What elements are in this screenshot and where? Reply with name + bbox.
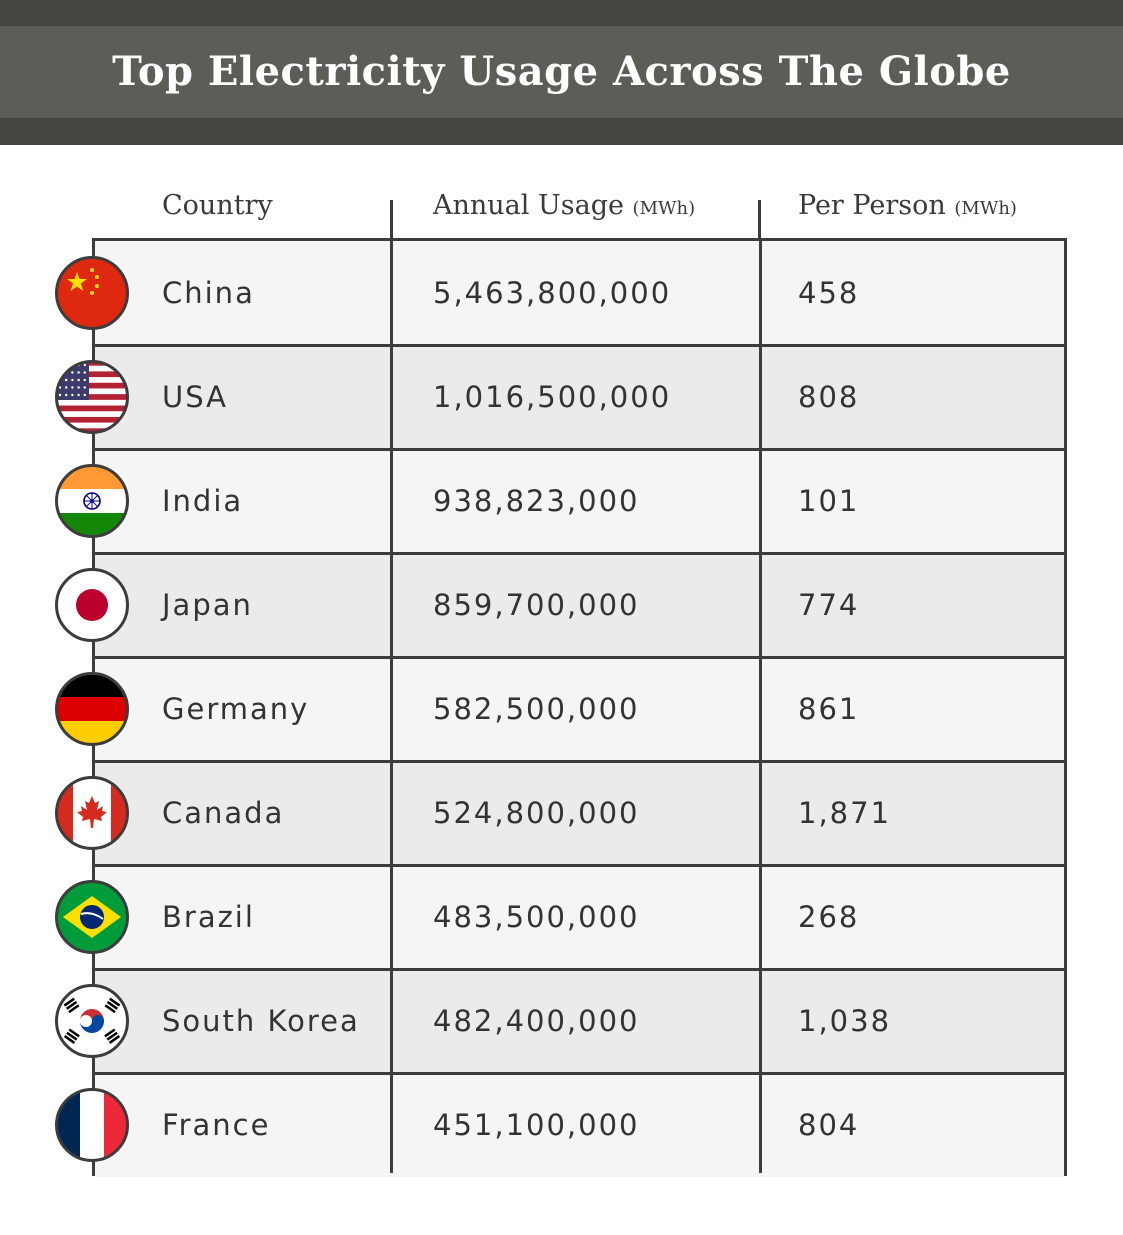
column-divider [390,241,393,1173]
country-cell: Brazil [162,900,255,934]
country-cell: France [162,1108,271,1142]
table-row: Canada 524,800,000 1,871 [95,761,1064,865]
usage-table: China 5,463,800,000 458 USA 1,016,500,000 808… [92,238,1067,1177]
row-divider [95,552,1064,555]
china-flag-icon [55,256,129,330]
row-divider [95,344,1064,347]
annual-usage-cell: 482,400,000 [433,1004,640,1038]
chart-title: Top Electricity Usage Across The Globe [112,48,1011,95]
table-row: Brazil 483,500,000 268 [95,865,1064,969]
annual-usage-cell: 859,700,000 [433,588,640,622]
south-korea-flag-icon [55,984,129,1058]
country-cell: Canada [162,796,285,830]
header-per-person-label: Per Person [798,190,946,221]
row-divider [95,448,1064,451]
header-per-person-unit: (MWh) [954,198,1017,219]
annual-usage-cell: 5,463,800,000 [433,276,672,310]
row-divider [95,864,1064,867]
per-person-cell: 804 [798,1108,860,1142]
row-divider [95,968,1064,971]
header-country: Country [162,190,273,221]
country-cell: USA [162,380,229,414]
per-person-cell: 268 [798,900,860,934]
germany-flag-icon [55,672,129,746]
table-row: South Korea 482,400,000 1,038 [95,969,1064,1073]
per-person-cell: 458 [798,276,860,310]
row-divider [95,656,1064,659]
table-row: Japan 859,700,000 774 [95,553,1064,657]
per-person-cell: 808 [798,380,860,414]
annual-usage-cell: 1,016,500,000 [433,380,672,414]
country-cell: India [162,484,244,518]
row-divider [95,1072,1064,1075]
header-annual-unit: (MWh) [632,198,696,219]
column-divider [759,241,762,1173]
japan-flag-icon [55,568,129,642]
country-cell: China [162,276,255,310]
annual-usage-cell: 524,800,000 [433,796,640,830]
per-person-cell: 774 [798,588,860,622]
country-cell: Japan [162,588,253,622]
per-person-cell: 1,871 [798,796,892,830]
header-divider [758,200,761,240]
table-row: USA 1,016,500,000 808 [95,345,1064,449]
header-annual-label: Annual Usage [433,190,624,221]
annual-usage-cell: 938,823,000 [433,484,640,518]
header-divider [390,200,393,240]
country-cell: South Korea [162,1004,360,1038]
table-row: China 5,463,800,000 458 [95,241,1064,345]
header-annual-usage: Annual Usage (MWh) [433,188,695,224]
annual-usage-cell: 582,500,000 [433,692,640,726]
india-flag-icon [55,464,129,538]
table-row: France 451,100,000 804 [95,1073,1064,1177]
usa-flag-icon [55,360,129,434]
per-person-cell: 861 [798,692,860,726]
title-banner-band [0,26,1123,118]
header-per-person: Per Person (MWh) [798,188,1017,224]
annual-usage-cell: 483,500,000 [433,900,640,934]
annual-usage-cell: 451,100,000 [433,1108,640,1142]
canada-flag-icon [55,776,129,850]
country-cell: Germany [162,692,310,726]
table-row: Germany 582,500,000 861 [95,657,1064,761]
france-flag-icon [55,1088,129,1162]
table-row: India 938,823,000 101 [95,449,1064,553]
brazil-flag-icon [55,880,129,954]
per-person-cell: 1,038 [798,1004,892,1038]
per-person-cell: 101 [798,484,860,518]
row-divider [95,760,1064,763]
